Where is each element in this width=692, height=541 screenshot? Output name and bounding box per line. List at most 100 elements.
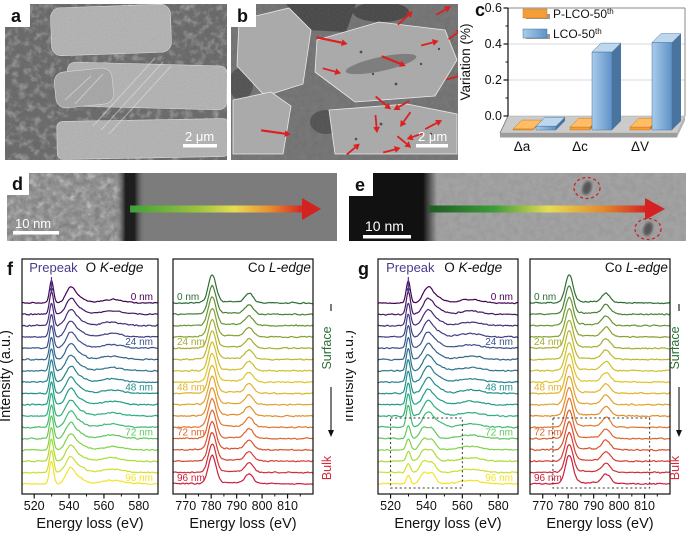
eels-curve [172, 420, 314, 452]
prepeak-arrow-icon [405, 288, 411, 293]
tem-e-dark-particles [582, 181, 653, 236]
eels-curve [21, 426, 159, 452]
eels-curve [21, 438, 159, 463]
eels-curve [172, 318, 314, 350]
xtick-label: 810 [277, 499, 298, 513]
eels-curve [529, 397, 671, 429]
defect-arrows [260, 6, 458, 156]
panel-a-letter: a [11, 6, 22, 26]
highlight-box [390, 417, 463, 489]
eels-curve [377, 347, 519, 373]
xaxis-title: Energy loss (eV) [36, 516, 143, 532]
eels-curve [377, 280, 519, 305]
eels-curve [377, 425, 519, 440]
svg-text:10 nm: 10 nm [365, 218, 404, 234]
scale-bar-a: 2 μm [183, 129, 217, 148]
eels-curve [21, 371, 159, 395]
xaxis-title: Energy loss (eV) [546, 516, 653, 532]
surface-label: Surface [668, 326, 682, 369]
depth-label: 72 nm [534, 428, 562, 439]
eels-curve [172, 296, 314, 327]
eels-curve [21, 313, 159, 339]
eels-curve [529, 364, 671, 395]
surface-bulk-annotation: Surface Bulk [320, 304, 334, 480]
eels-curve [172, 341, 314, 373]
xtick-label: 800 [252, 499, 273, 513]
eels-curve [377, 359, 519, 384]
eels-curve [173, 409, 314, 441]
surface-bulk-annotation: Surface Bulk [668, 304, 682, 480]
depth-label: 24 nm [177, 337, 205, 348]
eels-curve [529, 285, 671, 316]
depth-label: 48 nm [177, 382, 205, 393]
xtick-label: 800 [609, 499, 630, 513]
eels-curve [377, 404, 519, 429]
depth-label: 24 nm [534, 337, 562, 348]
eels-curve [377, 448, 519, 463]
svg-text:P-LCO-50th: P-LCO-50th [553, 7, 614, 21]
edge-title: Co L-edge [605, 260, 668, 275]
eels-curve [22, 302, 159, 328]
eels-curve [530, 329, 671, 361]
eels-curve [377, 437, 519, 452]
eels-curve [172, 274, 314, 305]
panel-d-letter: d [12, 174, 23, 194]
eels-curve [21, 461, 159, 486]
xaxis-title: Energy loss (eV) [394, 516, 501, 532]
eels-curve [21, 392, 158, 418]
yaxis-title: Intensity (a.u.) [0, 330, 14, 422]
xtick-label: 810 [634, 499, 655, 513]
svg-text:2 μm: 2 μm [418, 129, 447, 144]
eels-curve [377, 313, 519, 339]
depth-label: 72 nm [485, 428, 513, 439]
eels-curve [529, 296, 671, 327]
depth-label: 72 nm [177, 428, 205, 439]
svg-text:2 μm: 2 μm [185, 129, 214, 144]
bar-LCO-50-ΔV [651, 33, 682, 131]
depth-label: 0 nm [131, 292, 153, 303]
svg-text:10 nm: 10 nm [15, 216, 51, 231]
down-arrow-icon [328, 430, 334, 437]
depth-label: 48 nm [485, 382, 513, 393]
panel-e-letter-box [349, 173, 373, 196]
xtick-label: 790 [226, 499, 247, 513]
eels-curve [22, 348, 159, 373]
panel-e-tem-image: 10 nm e [349, 173, 686, 241]
c-ytick-label: 0.2 [485, 73, 502, 87]
xtick-label: 520 [24, 499, 45, 513]
eels-curve [377, 471, 519, 486]
eels-curve [529, 274, 671, 305]
depth-label: 96 nm [534, 473, 562, 484]
prepeak-label: Prepeak [386, 260, 435, 275]
xaxis-title: Energy loss (eV) [189, 516, 296, 532]
xtick-label: 780 [558, 499, 579, 513]
bar-LCO-50-Δa [535, 116, 566, 131]
eels-curve [172, 397, 314, 429]
edge-title: O K-edge [444, 260, 502, 275]
eels-curve [377, 459, 519, 474]
panel-b-sem-image: 2 μm b [231, 4, 458, 160]
depth-label: 96 nm [125, 473, 153, 484]
eels-curve [21, 336, 159, 361]
depth-gradient-arrow-e [429, 198, 665, 220]
legend-item-LCO-50: LCO-50th [522, 27, 602, 41]
xtick-label: 780 [201, 499, 222, 513]
eels-curve [377, 336, 519, 361]
panel-d-tem-image: 10 nm d [7, 173, 337, 241]
eels-curve [21, 291, 159, 316]
eels-curve [529, 307, 671, 339]
depth-label: 96 nm [177, 473, 205, 484]
panel-e-letter: e [355, 175, 365, 195]
depth-gradient-arrow-d [130, 198, 321, 220]
prepeak-label: Prepeak [29, 260, 78, 275]
depth-label: 0 nm [534, 292, 556, 303]
eels-curve [172, 364, 314, 395]
eels-curve [172, 330, 314, 361]
yaxis-title: Intensity (a.u.) [346, 330, 357, 422]
defect-circles [573, 176, 662, 241]
prepeak-arrow-icon [48, 288, 54, 293]
eels-curve [173, 431, 314, 463]
down-arrow-icon [676, 430, 682, 437]
eels-curve [377, 324, 519, 350]
spectra-plot-f_o: 0 nm 24 nm 48 nm 72 nm 96 nm 520 540 560 580 Ener… [21, 258, 159, 532]
